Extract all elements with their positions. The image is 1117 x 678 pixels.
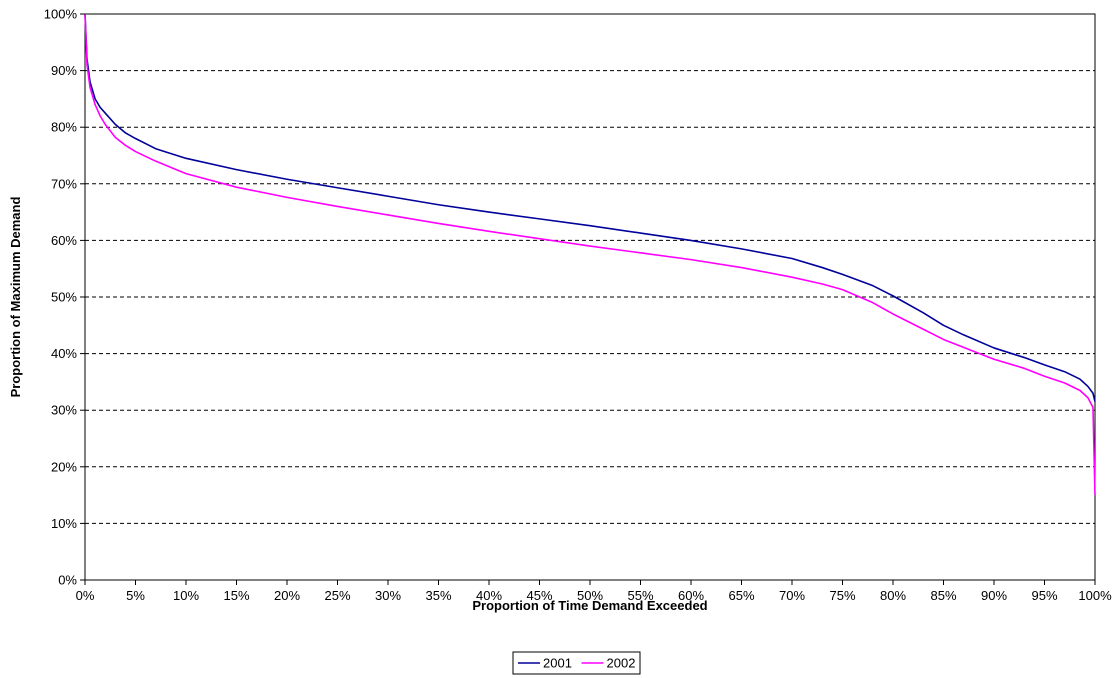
x-tick-label: 5% bbox=[126, 588, 145, 603]
x-tick-label: 30% bbox=[375, 588, 401, 603]
x-tick-label: 55% bbox=[627, 588, 653, 603]
x-tick-label: 90% bbox=[981, 588, 1007, 603]
x-tick-label: 50% bbox=[577, 588, 603, 603]
x-tick-label: 15% bbox=[223, 588, 249, 603]
x-tick-label: 40% bbox=[476, 588, 502, 603]
y-axis-title: Proportion of Maximum Demand bbox=[8, 197, 23, 398]
y-tick-label: 40% bbox=[51, 346, 77, 361]
x-tick-label: 80% bbox=[880, 588, 906, 603]
y-tick-label: 70% bbox=[51, 176, 77, 191]
x-tick-label: 20% bbox=[274, 588, 300, 603]
legend-label-2002: 2002 bbox=[607, 656, 636, 671]
x-tick-label: 10% bbox=[173, 588, 199, 603]
y-tick-label: 100% bbox=[44, 7, 78, 22]
x-tick-label: 45% bbox=[526, 588, 552, 603]
x-tick-label: 35% bbox=[425, 588, 451, 603]
x-tick-label: 75% bbox=[829, 588, 855, 603]
y-tick-label: 20% bbox=[51, 459, 77, 474]
y-tick-label: 80% bbox=[51, 120, 77, 135]
axes: 0% 10% 20% 30% 40% 50% 60% 70% 80% 90% 100% 0% 5% 10%… bbox=[44, 7, 1112, 604]
x-tick-label: 85% bbox=[930, 588, 956, 603]
grid-lines bbox=[85, 70, 1095, 524]
x-tick-label: 60% bbox=[678, 588, 704, 603]
y-tick-label: 60% bbox=[51, 233, 77, 248]
y-tick-label: 50% bbox=[51, 290, 77, 305]
series-line-2002 bbox=[84, 13, 1096, 496]
x-tick-label: 65% bbox=[728, 588, 754, 603]
legend-label-2001: 2001 bbox=[543, 656, 572, 671]
x-tick-label: 100% bbox=[1078, 588, 1112, 603]
x-axis-title: Proportion of Time Demand Exceeded bbox=[472, 598, 707, 613]
legend-box bbox=[512, 651, 641, 675]
x-tick-label: 0% bbox=[76, 588, 95, 603]
y-tick-label: 10% bbox=[51, 516, 77, 531]
x-tick-label: 25% bbox=[324, 588, 350, 603]
y-tick-label: 0% bbox=[58, 573, 77, 588]
series-lines bbox=[84, 13, 1096, 496]
y-tick-label: 90% bbox=[51, 63, 77, 78]
x-tick-label: 95% bbox=[1031, 588, 1057, 603]
x-tick-label: 70% bbox=[779, 588, 805, 603]
y-tick-label: 30% bbox=[51, 403, 77, 418]
series-line-2001 bbox=[84, 13, 1096, 402]
legend: 2001 2002 bbox=[512, 651, 641, 675]
